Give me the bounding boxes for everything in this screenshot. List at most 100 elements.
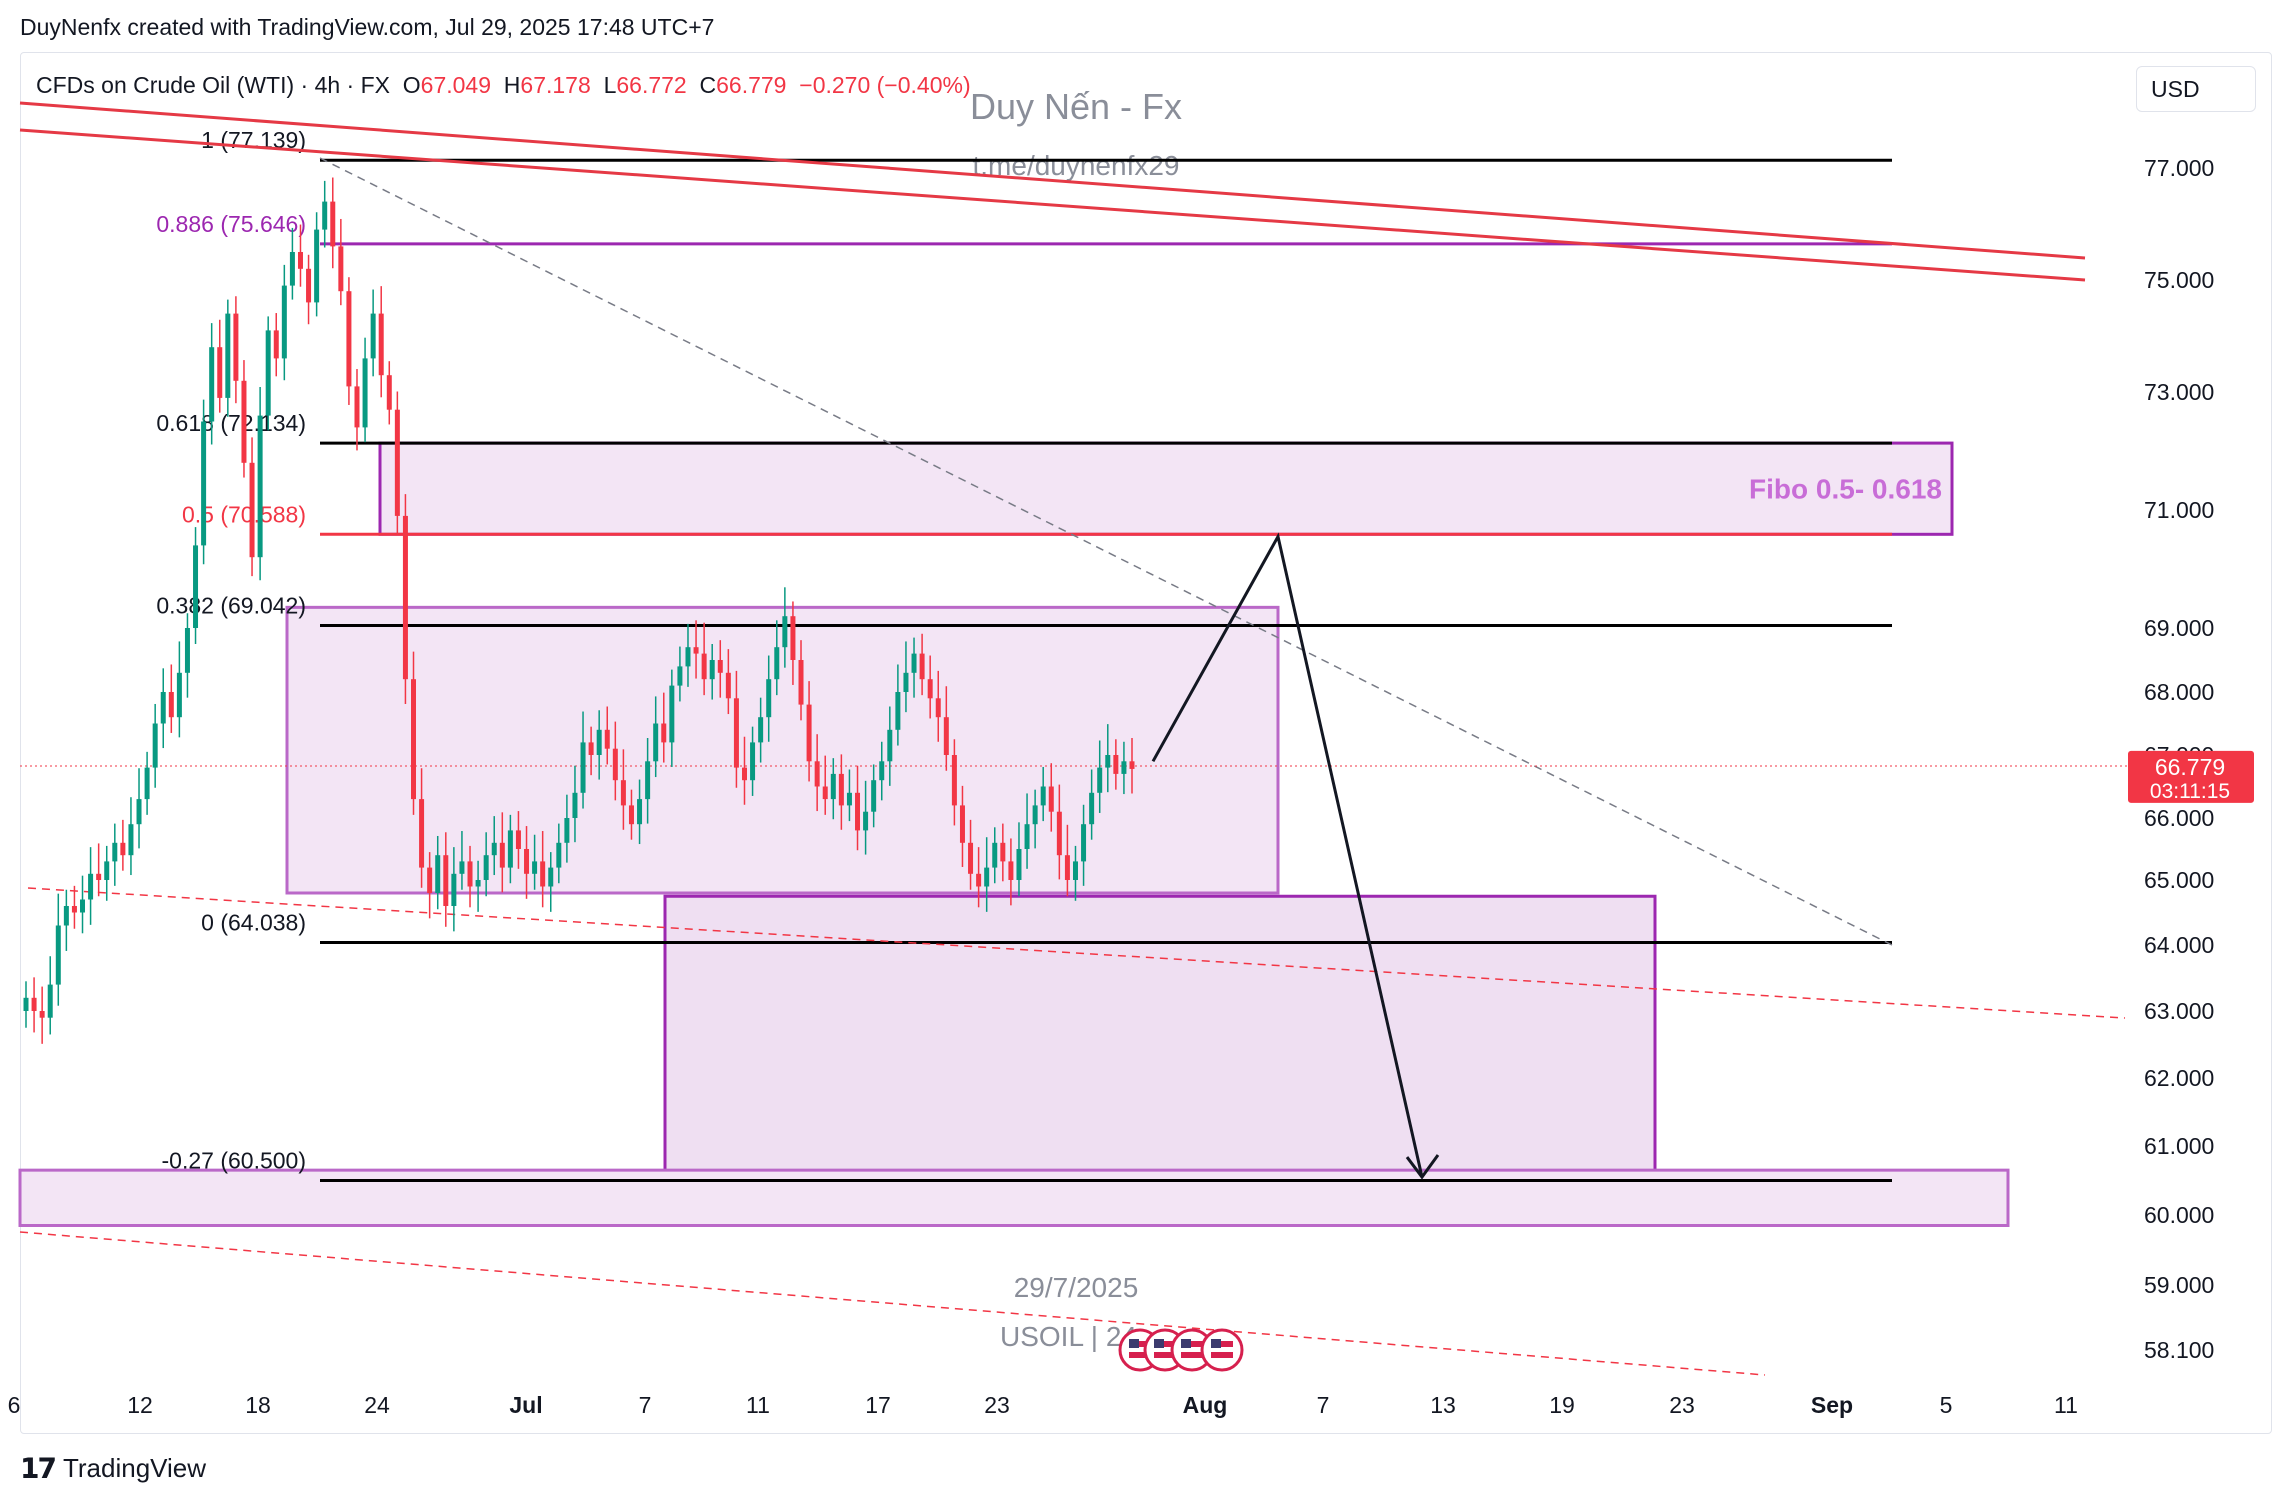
x-axis-tick: Jul (509, 1392, 542, 1418)
x-axis-tick: 5 (1940, 1392, 1953, 1418)
candle-body (887, 729, 893, 762)
legend-high: 67.178 (520, 72, 591, 98)
candle-body (176, 672, 182, 718)
candle-body (1097, 767, 1103, 793)
chart-legend: CFDs on Crude Oil (WTI) · 4h · FX O67.04… (36, 72, 971, 99)
zone-box (285, 605, 1280, 895)
candle-body (1089, 792, 1095, 825)
candle-body (31, 997, 37, 1011)
zone-label: Fibo 0.5- 0.618 (1749, 474, 1942, 505)
candle-body (63, 906, 69, 926)
flag-stripe (1181, 1352, 1203, 1358)
candle-body (209, 347, 215, 422)
candle-body (112, 842, 118, 862)
lower-dashed-line (19, 1231, 1766, 1376)
fib-level-label: 0 (64.038) (201, 910, 306, 936)
candle-body (1113, 755, 1119, 774)
candle-body (1008, 861, 1014, 880)
candle-body (136, 799, 142, 825)
y-axis-tick: 61.000 (2144, 1133, 2214, 1159)
candle-body (556, 842, 562, 868)
fib-level-label: -0.27 (60.500) (162, 1148, 306, 1174)
candle-body (741, 767, 747, 781)
candle-body (846, 792, 852, 806)
flag-stripe (1211, 1352, 1233, 1358)
candle-body (588, 742, 594, 755)
candle-body (1000, 842, 1006, 862)
candle-body (507, 830, 513, 868)
candle-body (47, 984, 53, 1018)
candle-body (830, 773, 836, 800)
tradingview-mark-icon: 𝟭𝟳 (20, 1453, 57, 1484)
candle-body (362, 358, 368, 428)
candle-body (499, 842, 505, 868)
candle-body (435, 855, 441, 893)
x-axis-tick: 7 (639, 1392, 652, 1418)
candle-body (104, 861, 110, 880)
currency-button[interactable]: USD (2136, 66, 2256, 112)
candle-body (959, 805, 965, 843)
x-axis-tick: 7 (1317, 1392, 1330, 1418)
flag-canton (1181, 1339, 1191, 1348)
candle-body (653, 723, 659, 762)
y-axis-tick: 73.000 (2144, 379, 2214, 405)
y-axis-tick: 64.000 (2144, 932, 2214, 958)
x-axis-tick: 17 (865, 1392, 891, 1418)
candle-body (217, 347, 223, 398)
candle-body (758, 717, 764, 743)
candle-body (984, 867, 990, 887)
x-axis-tick: 6 (8, 1392, 21, 1418)
candle-body (475, 880, 481, 887)
y-axis-tick: 66.000 (2144, 805, 2214, 831)
fib-level-label: 0.886 (75.646) (156, 211, 306, 237)
candle-body (814, 761, 820, 787)
candle-body (23, 997, 29, 1011)
trendline-lower (19, 128, 2086, 282)
zone-box (663, 894, 1657, 1186)
last-price-value: 66.779 (2155, 754, 2225, 780)
candle-body (855, 792, 861, 831)
candle-body (645, 761, 651, 800)
candle-body (378, 313, 384, 376)
y-axis-tick: 65.000 (2144, 867, 2214, 893)
candle-body (693, 647, 699, 654)
candle-body (1024, 824, 1030, 849)
y-axis-tick: 60.000 (2144, 1202, 2214, 1228)
candle-body (863, 811, 869, 831)
candle-body (241, 380, 247, 463)
x-axis-tick: 11 (2054, 1392, 2078, 1418)
candle-body (669, 685, 675, 743)
countdown-timer: 03:11:15 (2150, 780, 2230, 803)
legend-high-label: H (503, 72, 521, 98)
legend-open-label: O (402, 72, 421, 98)
candle-body (951, 755, 957, 806)
candle-body (144, 767, 150, 800)
candle-body (992, 842, 998, 868)
tradingview-logo[interactable]: 𝟭𝟳 TradingView (20, 1452, 206, 1485)
candle-body (80, 899, 86, 913)
event-flags[interactable] (1118, 1328, 1244, 1372)
candle-body (249, 462, 255, 558)
x-axis-tick: Aug (1183, 1392, 1228, 1418)
flag-stripe (1129, 1352, 1151, 1358)
candle-body (733, 698, 739, 768)
candle-body (637, 799, 643, 825)
legend-close-label: C (699, 72, 717, 98)
candle-body (281, 285, 287, 359)
candle-body (1016, 849, 1022, 880)
candle-body (604, 729, 610, 749)
trendline-upper (19, 101, 2086, 260)
fib-level-label: 0.382 (69.042) (156, 593, 306, 619)
candle-body (871, 780, 877, 812)
candle-body (1064, 855, 1070, 880)
flag-canton (1211, 1339, 1221, 1348)
candle-body (935, 698, 941, 718)
legend-change: −0.270 (−0.40%) (799, 72, 971, 98)
candle-body (128, 824, 134, 856)
candle-body (596, 729, 602, 755)
flag-canton (1129, 1339, 1139, 1348)
candle-body (685, 647, 691, 667)
candle-body (927, 679, 933, 699)
flag-ring (1200, 1328, 1244, 1372)
